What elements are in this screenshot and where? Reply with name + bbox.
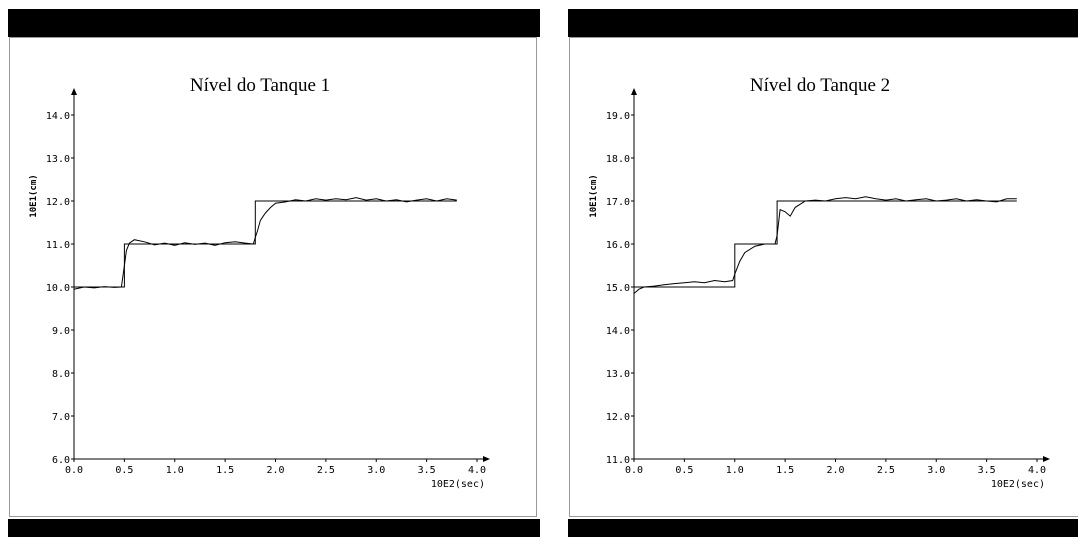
- x-tick-label: 1.0: [726, 465, 744, 476]
- y-tick-label: 9.0: [52, 326, 70, 337]
- y-tick-label: 11.0: [606, 455, 630, 466]
- y-tick-label: 15.0: [606, 283, 630, 294]
- measured-level-line: [633, 196, 1017, 294]
- x-axis-arrow-icon: [483, 456, 490, 462]
- y-tick-label: 6.0: [52, 455, 70, 466]
- y-axis-label: 10E1(cm): [589, 174, 599, 217]
- y-tick-label: 13.0: [606, 369, 630, 380]
- x-tick-label: 2.0: [826, 465, 844, 476]
- x-axis-label: 10E2(sec): [431, 479, 485, 490]
- y-tick-label: 14.0: [46, 111, 70, 122]
- chart-tank-2: Nível do Tanque 2 11.0 12.0 13.0 14.0 15.0 16.…: [589, 75, 1050, 490]
- chart-panel-tank-2: Nível do Tanque 2 11.0 12.0 13.0 14.0 15.0 16.…: [568, 9, 1078, 537]
- x-tick-label: 2.5: [877, 465, 895, 476]
- x-tick-label: 3.0: [367, 465, 385, 476]
- x-tick-label: 0.5: [115, 465, 133, 476]
- x-tick-label: 0.5: [675, 465, 693, 476]
- x-tick-label: 3.5: [418, 465, 436, 476]
- y-axis-arrow-icon: [71, 88, 77, 95]
- y-tick-label: 18.0: [606, 154, 630, 165]
- panel-top-bar: [8, 9, 540, 37]
- x-tick-label: 2.5: [317, 465, 335, 476]
- x-tick-label: 1.0: [166, 465, 184, 476]
- chart-title: Nível do Tanque 2: [750, 75, 890, 96]
- x-tick-label: 1.5: [776, 465, 794, 476]
- x-tick-label: 4.0: [1028, 465, 1046, 476]
- x-tick-label: 0.0: [65, 465, 83, 476]
- x-tick-label: 0.0: [625, 465, 643, 476]
- panel-bottom-bar: [568, 519, 1078, 537]
- y-tick-label: 11.0: [46, 240, 70, 251]
- y-tick-label: 16.0: [606, 240, 630, 251]
- y-tick-label: 14.0: [606, 326, 630, 337]
- x-tick-label: 1.5: [216, 465, 234, 476]
- y-tick-label: 7.0: [52, 412, 70, 423]
- y-tick-label: 8.0: [52, 369, 70, 380]
- x-tick-label: 4.0: [468, 465, 486, 476]
- y-tick-label: 19.0: [606, 111, 630, 122]
- x-axis-label: 10E2(sec): [991, 479, 1045, 490]
- chart-title: Nível do Tanque 1: [190, 75, 330, 96]
- chart-tank-1: Nível do Tanque 1 6.0 7.0 8.0 9.0 10.0 11.0 12.…: [29, 75, 490, 490]
- x-axis-arrow-icon: [1043, 456, 1050, 462]
- chart-frame: Nível do Tanque 1 6.0 7.0 8.0 9.0 10.0 11.0 12.…: [9, 37, 537, 517]
- measured-level-line: [73, 197, 457, 290]
- y-axis-arrow-icon: [631, 88, 637, 95]
- x-tick-label: 3.0: [927, 465, 945, 476]
- panel-bottom-bar: [8, 519, 540, 537]
- y-tick-label: 12.0: [46, 197, 70, 208]
- y-tick-label: 17.0: [606, 197, 630, 208]
- setpoint-line: [74, 200, 457, 288]
- chart-panel-tank-1: Nível do Tanque 1 6.0 7.0 8.0 9.0 10.0 11.0 12.…: [8, 9, 540, 537]
- chart-frame: Nível do Tanque 2 11.0 12.0 13.0 14.0 15.0 16.…: [569, 37, 1078, 517]
- y-axis-label: 10E1(cm): [29, 174, 39, 217]
- setpoint-line: [634, 200, 1017, 288]
- y-tick-label: 10.0: [46, 283, 70, 294]
- y-tick-label: 13.0: [46, 154, 70, 165]
- x-tick-label: 3.5: [978, 465, 996, 476]
- y-tick-label: 12.0: [606, 412, 630, 423]
- panel-top-bar: [568, 9, 1078, 37]
- x-tick-label: 2.0: [266, 465, 284, 476]
